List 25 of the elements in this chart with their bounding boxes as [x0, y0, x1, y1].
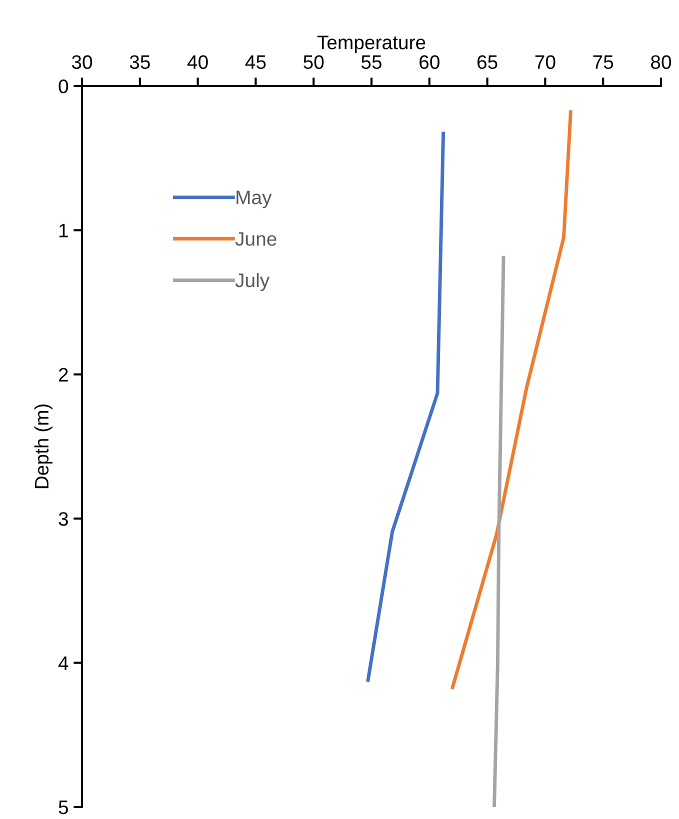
legend-label: June — [235, 232, 276, 246]
x-tick-label: 55 — [361, 55, 382, 69]
y-tick-label: 2 — [58, 368, 68, 382]
x-tick-label: 65 — [477, 55, 498, 69]
line-series — [366, 132, 446, 682]
x-tick-label: 45 — [245, 55, 266, 69]
x-tick-label: 50 — [304, 55, 324, 69]
x-tick-label: 80 — [651, 55, 672, 69]
legend-label: July — [235, 272, 270, 292]
y-tick-label: 1 — [59, 224, 68, 238]
x-tick-label: 60 — [420, 55, 440, 69]
y-tick-label: 4 — [58, 656, 68, 670]
y-tick-label: 0 — [58, 79, 68, 94]
x-tick-label: 30 — [72, 55, 92, 69]
line-series — [450, 110, 572, 690]
y-tick-label: 3 — [58, 512, 68, 526]
x-axis-title: Temperature — [317, 36, 426, 54]
y-tick-label: 5 — [58, 800, 68, 814]
x-tick-label: 70 — [535, 55, 556, 69]
x-tick-label: 35 — [130, 55, 150, 69]
x-tick-label: 40 — [187, 55, 208, 69]
line-series — [492, 256, 506, 807]
y-axis-title: Depth (m) — [34, 404, 52, 488]
x-tick-label: 75 — [593, 55, 614, 69]
legend-label: May — [236, 190, 272, 208]
